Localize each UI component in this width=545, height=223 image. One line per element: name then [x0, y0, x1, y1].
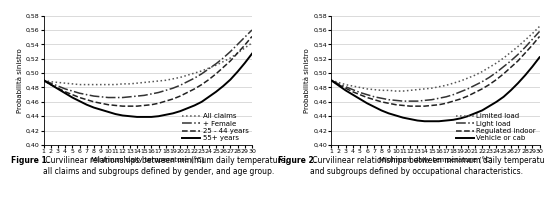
- Y-axis label: Probabilità sinistro: Probabilità sinistro: [17, 48, 23, 113]
- Text: Curvilinear relationships between minimum daily temperature,
all claims and subg: Curvilinear relationships between minimu…: [43, 156, 287, 176]
- Text: Curvilinear relationships between minimum daily temperature,
and subgroups defin: Curvilinear relationships between minimu…: [310, 156, 545, 176]
- X-axis label: Minimum daily temperature (°C): Minimum daily temperature (°C): [91, 157, 204, 164]
- Y-axis label: Probabilità sinistro: Probabilità sinistro: [304, 48, 310, 113]
- Text: Figure 2.: Figure 2.: [278, 156, 317, 165]
- X-axis label: Minimum daily temperature (°C): Minimum daily temperature (°C): [379, 157, 492, 164]
- Legend: Limited load, Light load, Regulated indoor, Vehicle or cab: Limited load, Light load, Regulated indo…: [456, 113, 536, 141]
- Legend: All claims, + Female, 25 - 44 years, 55+ years: All claims, + Female, 25 - 44 years, 55+…: [183, 113, 249, 141]
- Text: Figure 1.: Figure 1.: [11, 156, 50, 165]
